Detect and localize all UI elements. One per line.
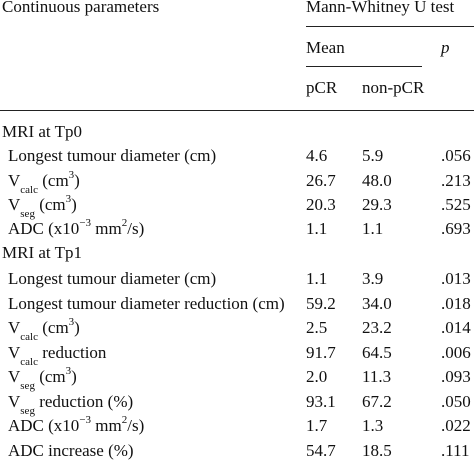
cell-p: .013 xyxy=(441,269,471,288)
cell-pcr: 20.3 xyxy=(306,195,336,214)
row-label: Longest tumour diameter reduction (cm) xyxy=(8,294,285,313)
header-non-pcr: non-pCR xyxy=(362,78,425,97)
cell-p: .093 xyxy=(441,367,471,386)
rule-mean xyxy=(306,66,422,67)
cell-non-pcr: 48.0 xyxy=(362,171,392,190)
cell-pcr: 1.7 xyxy=(306,416,328,435)
header-pcr: pCR xyxy=(306,78,338,97)
row-label: Vseg (cm3) xyxy=(8,365,77,393)
cell-non-pcr: 34.0 xyxy=(362,294,392,313)
cell-p: .006 xyxy=(441,343,471,362)
cell-pcr: 26.7 xyxy=(306,171,336,190)
row-label: ADC (x10−3 mm2/s) xyxy=(8,217,145,238)
cell-p: .014 xyxy=(441,318,471,337)
rule-test xyxy=(306,26,474,27)
section-title-tp0: MRI at Tp0 xyxy=(2,122,82,141)
cell-non-pcr: 1.1 xyxy=(362,219,384,238)
cell-non-pcr: 29.3 xyxy=(362,195,392,214)
cell-pcr: 2.5 xyxy=(306,318,328,337)
cell-pcr: 1.1 xyxy=(306,269,328,288)
cell-p: .525 xyxy=(441,195,471,214)
cell-p: .213 xyxy=(441,171,471,190)
cell-non-pcr: 18.5 xyxy=(362,441,392,460)
cell-pcr: 1.1 xyxy=(306,219,328,238)
cell-p: .022 xyxy=(441,416,471,435)
cell-pcr: 4.6 xyxy=(306,146,328,165)
cell-non-pcr: 23.2 xyxy=(362,318,392,337)
cell-pcr: 91.7 xyxy=(306,343,336,362)
row-label: Vseg (cm3) xyxy=(8,193,77,221)
section-title-tp1: MRI at Tp1 xyxy=(2,243,82,262)
header-p: p xyxy=(441,38,450,57)
row-label: Vcalc (cm3) xyxy=(8,316,80,344)
cell-p: .056 xyxy=(441,146,471,165)
header-continuous-parameters: Continuous parameters xyxy=(2,0,160,16)
cell-p: .693 xyxy=(441,219,471,238)
row-label: Longest tumour diameter (cm) xyxy=(8,146,217,165)
cell-pcr: 59.2 xyxy=(306,294,336,313)
row-label: Vseg reduction (%) xyxy=(8,392,134,418)
rule-header-bottom xyxy=(0,110,474,111)
cell-p: .111 xyxy=(441,441,470,460)
cell-p: .050 xyxy=(441,392,471,411)
row-label: Vcalc (cm3) xyxy=(8,169,80,197)
cell-pcr: 54.7 xyxy=(306,441,336,460)
cell-non-pcr: 67.2 xyxy=(362,392,392,411)
cell-p: .018 xyxy=(441,294,471,313)
cell-pcr: 2.0 xyxy=(306,367,328,386)
cell-non-pcr: 11.3 xyxy=(362,367,392,386)
header-mann-whitney: Mann-Whitney U test xyxy=(306,0,455,16)
row-label: Longest tumour diameter (cm) xyxy=(8,269,217,288)
cell-non-pcr: 5.9 xyxy=(362,146,384,165)
cell-non-pcr: 1.3 xyxy=(362,416,384,435)
row-label: ADC increase (%) xyxy=(8,441,134,460)
cell-non-pcr: 3.9 xyxy=(362,269,384,288)
cell-non-pcr: 64.5 xyxy=(362,343,392,362)
row-label: ADC (x10−3 mm2/s) xyxy=(8,414,145,435)
cell-pcr: 93.1 xyxy=(306,392,336,411)
row-label: Vcalc reduction xyxy=(8,343,107,369)
header-mean: Mean xyxy=(306,38,345,57)
